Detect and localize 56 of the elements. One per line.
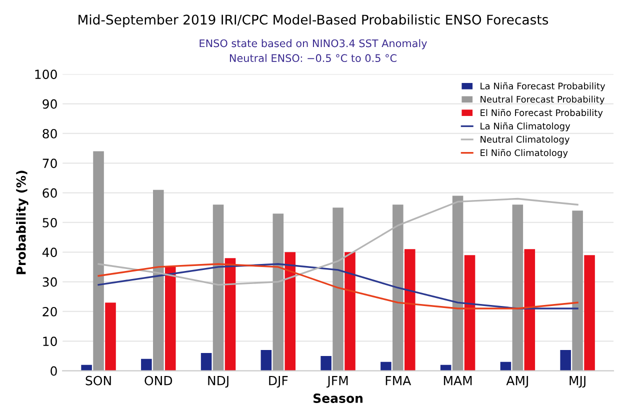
bar [284,252,296,371]
bar [332,208,344,371]
bar [224,258,236,371]
y-tick-label: 30 [42,277,57,287]
x-tick-label: NDJ [208,376,228,388]
bar [164,266,176,371]
y-tick-label: 10 [43,336,57,346]
bar [512,204,524,371]
bar [141,358,152,371]
bar [105,302,116,371]
bar [153,190,164,371]
line-series [98,263,578,310]
legend-label: El Niño Climatology [480,149,568,158]
x-tick-label: JFM [326,376,348,388]
y-axis-title: Probability (%) [16,170,28,274]
y-tick-label: 70 [42,158,57,168]
line-series [98,198,578,286]
bar [392,204,404,371]
chart-subtitle: ENSO state based on NINO3.4 SST Anomaly Neutral ENSO: −0.5 °C to 0.5 °C [200,39,427,62]
bar [344,252,356,371]
y-tick-label: 40 [42,248,57,258]
bar [200,353,212,371]
x-tick-label: MJJ [570,376,586,388]
legend-label: Neutral Climatology [480,136,570,144]
x-tick-label: DJF [269,376,288,388]
bar [93,151,104,371]
x-tick-label: FMA [386,376,412,386]
x-tick-label: AMJ [506,376,528,388]
bar [572,210,583,371]
bar [380,362,392,371]
x-tick-label: SON [86,376,111,386]
bar [584,255,595,371]
legend-label: Neutral Forecast Probability [480,96,604,104]
bar [212,204,224,371]
legend-label: El Niño Forecast Probability [480,108,603,118]
bar [272,214,284,371]
chart-title: Mid-September 2019 IRI/CPC Model-Based Probabilistic ENSO Forecasts [78,14,548,28]
legend-label: La Niña Forecast Probability [480,82,606,92]
bar [524,249,536,371]
bar [260,350,272,371]
y-tick-label: 80 [42,128,57,138]
y-tick-label: 60 [42,188,57,198]
bar [452,196,464,371]
y-tick-label: 0 [50,366,57,376]
x-axis-title: Season [314,394,362,403]
bar [560,350,571,371]
bar [320,356,332,371]
x-tick-label: OND [144,376,172,386]
x-tick-label: MAM [444,376,472,386]
bar [404,249,416,371]
legend-label: La Niña Climatology [480,122,570,132]
y-tick-label: 50 [42,218,57,228]
y-tick-label: 20 [42,306,57,316]
bar [464,255,476,371]
y-tick-label: 100 [35,70,57,80]
y-tick-label: 90 [42,99,57,109]
